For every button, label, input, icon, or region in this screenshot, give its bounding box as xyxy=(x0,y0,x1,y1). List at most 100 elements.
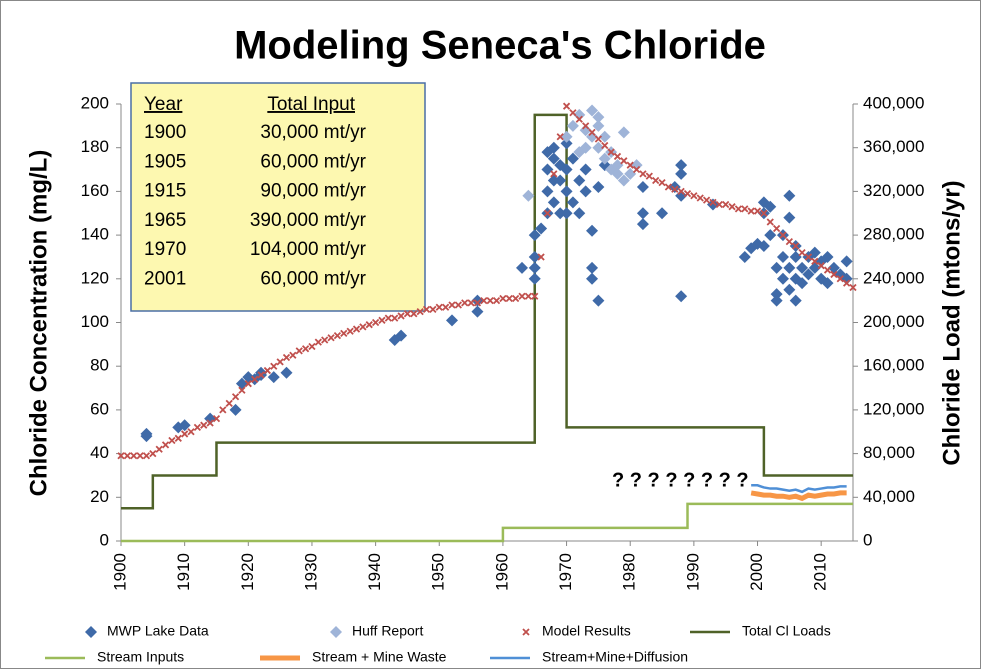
y-tick-label: 80 xyxy=(90,356,109,375)
diamond-marker xyxy=(579,124,592,137)
y2-tick-label: 320,000 xyxy=(863,181,924,200)
x-marker xyxy=(569,109,577,117)
x-marker xyxy=(397,312,405,320)
x-marker xyxy=(652,176,660,185)
diamond-marker xyxy=(617,126,630,139)
y2-tick-label: 280,000 xyxy=(863,225,924,244)
x-tick-label: 1920 xyxy=(238,553,257,591)
diamond-marker xyxy=(330,626,342,638)
x-tick-label: 1970 xyxy=(556,553,575,591)
diamond-marker xyxy=(573,207,586,220)
diamond-marker xyxy=(395,329,408,342)
x-marker xyxy=(836,275,844,283)
x-marker xyxy=(295,347,303,355)
diamond-marker xyxy=(560,207,573,220)
table-cell: 1970 xyxy=(144,239,186,260)
x-marker xyxy=(181,430,189,438)
x-marker xyxy=(492,297,501,305)
legend-label: Stream + Mine Waste xyxy=(312,649,447,665)
x-marker xyxy=(607,148,615,156)
x-marker xyxy=(461,299,469,307)
x-marker xyxy=(422,305,431,314)
diamond-marker xyxy=(547,141,560,154)
legend-label: Stream+Mine+Diffusion xyxy=(542,649,688,665)
y-tick-label: 100 xyxy=(81,312,109,331)
diamond-marker xyxy=(528,229,541,242)
diamond-marker xyxy=(204,412,217,425)
diamond-marker xyxy=(541,185,554,198)
x-marker xyxy=(505,294,513,303)
x-marker xyxy=(522,628,530,636)
y2-tick-label: 240,000 xyxy=(863,268,924,287)
diamond-marker xyxy=(738,250,751,263)
diamond-marker xyxy=(579,185,592,198)
x-marker xyxy=(168,436,176,445)
diamond-marker xyxy=(827,261,840,274)
diamond-marker xyxy=(675,159,688,172)
diamond-marker xyxy=(598,130,611,143)
diamond-marker xyxy=(586,130,599,143)
diamond-marker xyxy=(611,159,624,172)
x-marker xyxy=(620,157,628,165)
x-marker xyxy=(270,362,278,370)
diamond-marker xyxy=(547,152,560,165)
x-tick-label: 1930 xyxy=(301,553,320,591)
diamond-marker xyxy=(522,189,535,202)
legend-entry: Total Cl Loads xyxy=(690,623,831,639)
diamond-marker xyxy=(789,250,802,263)
y-tick-label: 120 xyxy=(81,268,109,287)
table-cell: 90,000 mt/yr xyxy=(260,181,366,202)
diamond-marker xyxy=(554,207,567,220)
x-marker xyxy=(696,194,704,202)
x-marker xyxy=(499,294,507,303)
x-marker xyxy=(244,380,252,388)
diamond-marker xyxy=(802,268,815,281)
diamond-marker xyxy=(579,163,592,176)
diamond-marker xyxy=(776,272,789,285)
x-marker xyxy=(416,307,424,316)
table-cell: 60,000 mt/yr xyxy=(260,151,366,172)
x-marker xyxy=(626,161,634,169)
diamond-marker xyxy=(796,277,809,290)
table-cell: 1900 xyxy=(144,122,186,143)
x-tick-label: 1900 xyxy=(110,553,129,591)
diamond-marker xyxy=(821,250,834,263)
y-tick-label: 60 xyxy=(90,399,109,418)
diamond-marker xyxy=(573,108,586,121)
x-marker xyxy=(219,406,227,414)
x-marker xyxy=(206,419,214,427)
diamond-marker xyxy=(592,119,605,132)
line-series xyxy=(751,484,847,494)
diamond-marker xyxy=(235,377,248,390)
diamond-marker xyxy=(547,196,560,209)
x-marker xyxy=(766,218,774,226)
legend-entry: Huff Report xyxy=(330,623,423,639)
x-marker xyxy=(512,294,520,303)
x-marker xyxy=(403,310,412,318)
x-tick-label: 1940 xyxy=(365,553,384,591)
diamond-marker xyxy=(598,152,611,165)
x-marker xyxy=(556,133,564,141)
table-cell: 1915 xyxy=(144,181,186,202)
x-tick-label: 1950 xyxy=(429,553,448,591)
diamond-marker xyxy=(789,294,802,307)
diamond-marker xyxy=(586,104,599,117)
x-marker xyxy=(785,238,793,246)
x-marker xyxy=(747,207,755,215)
diamond-marker xyxy=(668,181,681,194)
x-tick-label: 1980 xyxy=(620,553,639,591)
diamond-marker xyxy=(770,288,783,301)
diamond-marker xyxy=(541,163,554,176)
x-marker xyxy=(537,253,545,261)
x-marker xyxy=(276,358,284,366)
chart-title: Modeling Seneca's Chloride xyxy=(234,24,766,68)
x-marker xyxy=(365,321,373,329)
diamond-marker xyxy=(630,159,643,172)
diamond-marker xyxy=(840,272,853,285)
x-marker xyxy=(193,423,202,432)
x-marker xyxy=(734,205,743,213)
x-marker xyxy=(715,200,723,209)
y-tick-label: 200 xyxy=(81,93,109,112)
x-marker xyxy=(632,165,641,174)
x-marker xyxy=(117,452,125,460)
